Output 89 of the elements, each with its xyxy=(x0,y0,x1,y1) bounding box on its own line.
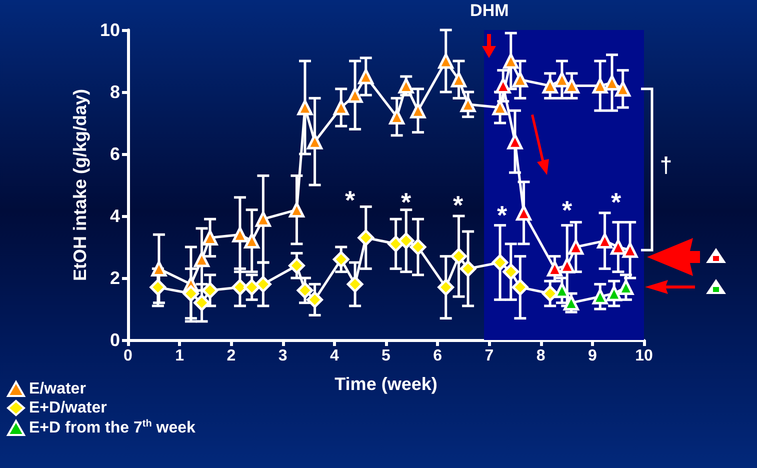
point xyxy=(296,282,314,299)
point xyxy=(346,276,364,292)
point xyxy=(564,78,580,94)
point xyxy=(288,202,304,218)
point xyxy=(232,226,248,242)
point xyxy=(398,232,414,250)
point xyxy=(542,285,558,302)
point xyxy=(244,233,260,249)
x-tick-label: 5 xyxy=(382,348,391,364)
point xyxy=(460,96,476,112)
point xyxy=(244,279,260,296)
point xyxy=(618,280,634,296)
point xyxy=(202,230,218,246)
y-axis-title: EtOH intake (g/kg/day) xyxy=(70,88,90,282)
point xyxy=(568,239,584,255)
y-tick-label: 6 xyxy=(110,144,120,164)
point xyxy=(254,276,272,292)
point xyxy=(604,74,620,90)
point xyxy=(460,260,476,277)
point xyxy=(507,134,523,150)
point xyxy=(389,109,405,125)
point xyxy=(554,72,570,88)
x-tick-label: 7 xyxy=(484,348,494,364)
x-tick-label: 10 xyxy=(635,348,653,364)
x-tick-label: 6 xyxy=(433,348,442,364)
x-tick-label: 8 xyxy=(536,348,546,364)
point xyxy=(358,68,374,84)
point xyxy=(546,260,562,276)
annotation: * xyxy=(344,185,356,215)
point xyxy=(610,239,626,255)
point xyxy=(194,252,210,268)
point xyxy=(492,254,508,271)
y-tick-label: 10 xyxy=(100,20,120,40)
point xyxy=(512,72,528,88)
point xyxy=(503,53,519,69)
point xyxy=(202,282,218,299)
x-tick-label: 4 xyxy=(330,348,339,364)
annotation: * xyxy=(452,190,464,220)
point xyxy=(438,53,454,69)
point xyxy=(451,72,467,88)
point xyxy=(306,291,324,308)
point xyxy=(592,288,608,304)
x-axis-title: Time (week) xyxy=(334,374,438,394)
point xyxy=(347,87,363,103)
point xyxy=(450,248,468,265)
legend-label: E/water xyxy=(29,380,86,398)
legend-label: E+D/water xyxy=(29,400,107,416)
x-tick-label: 9 xyxy=(588,348,597,364)
annotation: * xyxy=(496,200,508,230)
point xyxy=(332,251,350,268)
point xyxy=(410,102,426,118)
y-tick-label: 2 xyxy=(110,268,120,288)
point xyxy=(288,257,305,274)
point xyxy=(358,229,374,246)
point xyxy=(438,279,454,296)
point xyxy=(559,258,575,274)
point xyxy=(410,238,426,256)
point xyxy=(516,205,532,221)
x-tick-label: 1 xyxy=(175,348,184,364)
annotation: * xyxy=(610,187,622,217)
point xyxy=(512,279,528,296)
y-tick-label: 8 xyxy=(110,82,120,102)
x-tick-label: 2 xyxy=(226,348,236,364)
point xyxy=(150,279,166,296)
annotation: * xyxy=(400,187,412,217)
point xyxy=(606,286,622,302)
point xyxy=(615,81,631,97)
band-label: DHM xyxy=(470,1,509,20)
point xyxy=(592,78,608,94)
point xyxy=(554,282,570,298)
y-tick-label: 0 xyxy=(110,330,120,350)
point xyxy=(333,100,349,116)
point xyxy=(194,294,210,312)
point xyxy=(307,134,323,150)
point xyxy=(502,264,520,280)
annotation: * xyxy=(562,195,573,225)
x-tick-label: 0 xyxy=(124,348,133,364)
point xyxy=(622,242,638,258)
point xyxy=(597,233,613,249)
point xyxy=(398,78,414,94)
point xyxy=(182,285,200,302)
y-tick-label: 4 xyxy=(110,206,120,226)
point xyxy=(388,236,404,252)
point xyxy=(297,100,313,116)
text: † xyxy=(660,152,672,178)
x-tick-label: 3 xyxy=(278,348,288,364)
point xyxy=(542,78,558,94)
point xyxy=(255,211,271,227)
point xyxy=(151,260,167,276)
